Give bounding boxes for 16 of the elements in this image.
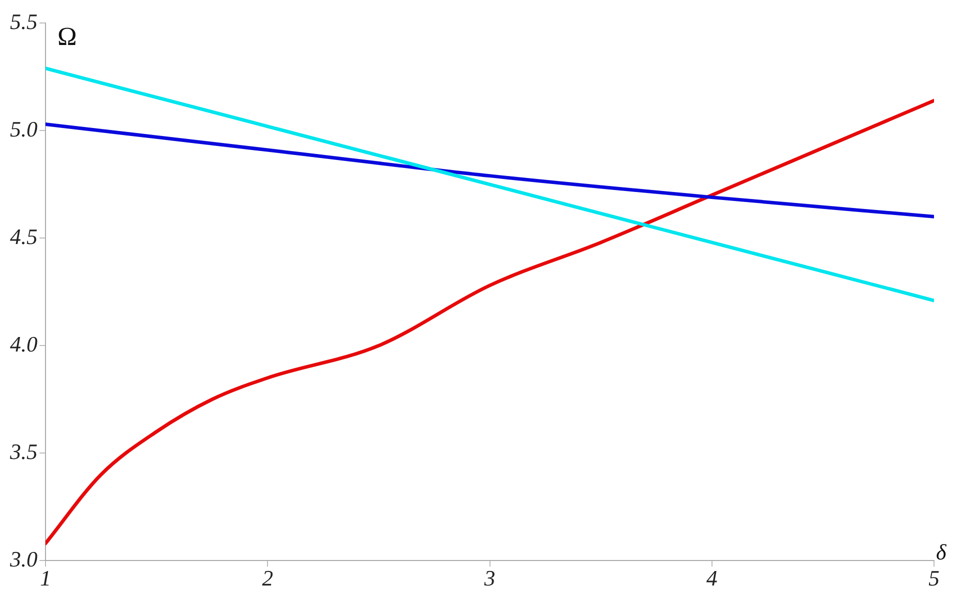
x-tick-label: 5 [928,566,940,591]
x-tick-label: 3 [483,566,496,591]
y-tick-label: 4.0 [10,331,38,356]
y-axis-title: Ω [58,22,77,52]
y-tick-label: 3.0 [9,546,38,572]
line-series [46,98,934,546]
x-tick-label: 4 [706,566,718,591]
y-tick-label: 3.5 [9,438,38,464]
y-tick-label: 5.0 [10,116,38,142]
line-series [46,122,934,218]
line-series [46,66,934,302]
y-tick-label: 5.5 [10,8,38,34]
x-axis-title: δ [936,539,947,564]
y-tick-label: 4.5 [10,224,38,249]
x-tick-label: 2 [262,566,274,591]
x-tick-label: 1 [40,566,51,591]
